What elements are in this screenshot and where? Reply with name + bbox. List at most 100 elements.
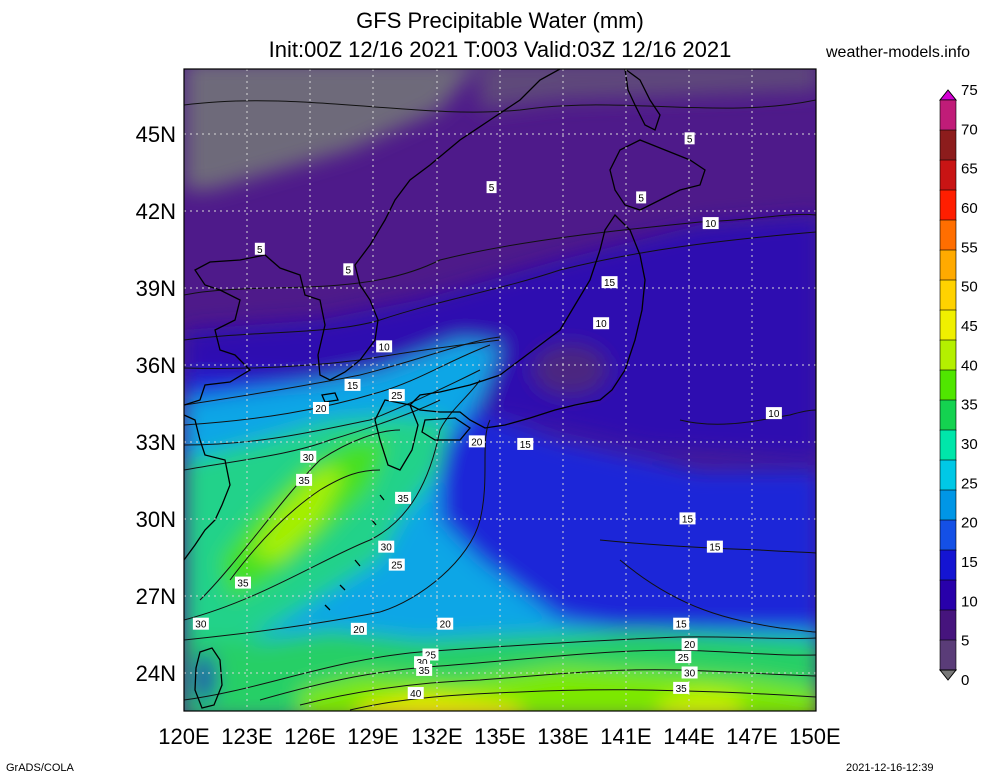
contour-label-text: 5: [638, 193, 644, 204]
colorbar-band: [939, 219, 957, 251]
y-tick-27n: 27N: [136, 584, 176, 609]
contour-lines: [184, 99, 816, 711]
contour-label-box: [702, 217, 719, 230]
contour-label-text: 15: [520, 440, 532, 451]
contour-label-box: [601, 276, 618, 289]
contour-label-text: 15: [604, 278, 616, 289]
colorbar-min-arrow: [938, 669, 958, 681]
contour-label: 15: [601, 276, 618, 289]
contour-label-box: [468, 435, 485, 448]
contour-label-box: [679, 512, 696, 525]
colorbar-band: [939, 519, 957, 551]
contour-label: 35: [234, 576, 251, 590]
colorbar-band: [939, 399, 957, 431]
colorbar-label: 15: [961, 554, 978, 571]
contour-label-text: 20: [353, 625, 365, 636]
x-tick-147e: 147E: [726, 724, 777, 749]
colorbar-label: 40: [961, 357, 978, 374]
contour-label: 5: [486, 181, 497, 194]
contour-label: 35: [395, 491, 412, 505]
contour-label-box: [517, 437, 534, 450]
colorbar-label: 65: [961, 161, 978, 178]
contour-label: 25: [388, 558, 405, 572]
colorbar-band: [939, 639, 957, 671]
x-tick-123e: 123E: [221, 724, 272, 749]
contour-label: 10: [702, 217, 719, 230]
x-axis: 120E 123E 126E 129E 132E 135E 138E 141E …: [158, 724, 840, 749]
contour-label: 25: [388, 389, 405, 402]
colorbar-band: [939, 279, 957, 311]
contour-label: 35: [296, 473, 313, 487]
contour-label-box: [681, 638, 698, 651]
contour-label-text: 25: [391, 391, 403, 402]
contour-label-box: [350, 622, 367, 635]
y-tick-30n: 30N: [136, 507, 176, 532]
contour-label-text: 15: [709, 543, 721, 554]
colorbar-band: [939, 249, 957, 281]
colorbar-band: [939, 309, 957, 341]
contour-label-box: [675, 651, 692, 664]
colorbar-band: [939, 129, 957, 161]
contour-label: 20: [681, 638, 698, 651]
contour-label-text: 5: [489, 183, 495, 194]
contour-label-box: [407, 687, 424, 700]
contour-label-text: 30: [195, 620, 207, 631]
contour-label: 35: [673, 681, 690, 695]
contour-label: 5: [343, 263, 354, 276]
colorbar-band: [939, 549, 957, 581]
contour-label-text: 20: [440, 620, 452, 631]
contour-label-text: 5: [687, 134, 693, 145]
colorbar-band: [939, 429, 957, 461]
contour-label: 30: [378, 540, 395, 554]
map-title: GFS Precipitable Water (mm): [356, 8, 644, 33]
contour-label-text: 25: [391, 561, 403, 572]
contour-label: 15: [679, 512, 696, 525]
contour-label: 10: [376, 340, 393, 353]
contour-label-text: 25: [425, 651, 437, 662]
contour-label-box: [437, 617, 454, 630]
contour-label-text: 15: [676, 620, 688, 631]
contour-label-box: [636, 191, 647, 204]
colorbar-band: [939, 489, 957, 521]
contour-label-box: [593, 317, 610, 330]
x-tick-135e: 135E: [474, 724, 525, 749]
contour-label: 20: [312, 401, 329, 415]
contour-label: 30: [681, 666, 698, 679]
contour-label-box: [300, 450, 317, 463]
colorbar-band: [939, 459, 957, 491]
colorbar-label: 20: [961, 515, 978, 532]
contour-label-box: [388, 389, 405, 402]
contour-label-text: 10: [768, 409, 780, 420]
x-tick-141e: 141E: [600, 724, 651, 749]
colorbar-label: 50: [961, 279, 978, 296]
contour-label: 10: [765, 407, 782, 420]
x-tick-138e: 138E: [537, 724, 588, 749]
colorbar-label: 10: [961, 593, 978, 610]
contour-label-text: 10: [705, 219, 717, 230]
y-tick-33n: 33N: [136, 430, 176, 455]
colorbar-label: 45: [961, 318, 978, 335]
coastlines: [184, 69, 706, 709]
contour-label-box: [376, 340, 393, 353]
contour-label-box: [343, 263, 354, 276]
colorbar-band: [939, 339, 957, 371]
contour-label: 5: [636, 191, 647, 204]
footer-software: GrADS/COLA: [6, 762, 74, 774]
contour-label-text: 20: [471, 437, 483, 448]
x-tick-129e: 129E: [347, 724, 398, 749]
contour-label: 30: [192, 617, 209, 631]
x-tick-120e: 120E: [158, 724, 209, 749]
contour-label-text: 35: [419, 666, 431, 677]
contour-label-box: [395, 491, 412, 504]
map-subtitle: Init:00Z 12/16 2021 T:003 Valid:03Z 12/1…: [268, 37, 732, 62]
colorbar-label: 25: [961, 475, 978, 492]
colorbar-label: 30: [961, 436, 978, 453]
contour-label-text: 15: [347, 381, 359, 392]
colorbar-label: 60: [961, 200, 978, 217]
contour-label: 15: [517, 437, 534, 451]
contour-label-text: 5: [346, 265, 352, 276]
contour-label-text: 10: [379, 342, 391, 353]
contour-label-box: [254, 242, 265, 255]
